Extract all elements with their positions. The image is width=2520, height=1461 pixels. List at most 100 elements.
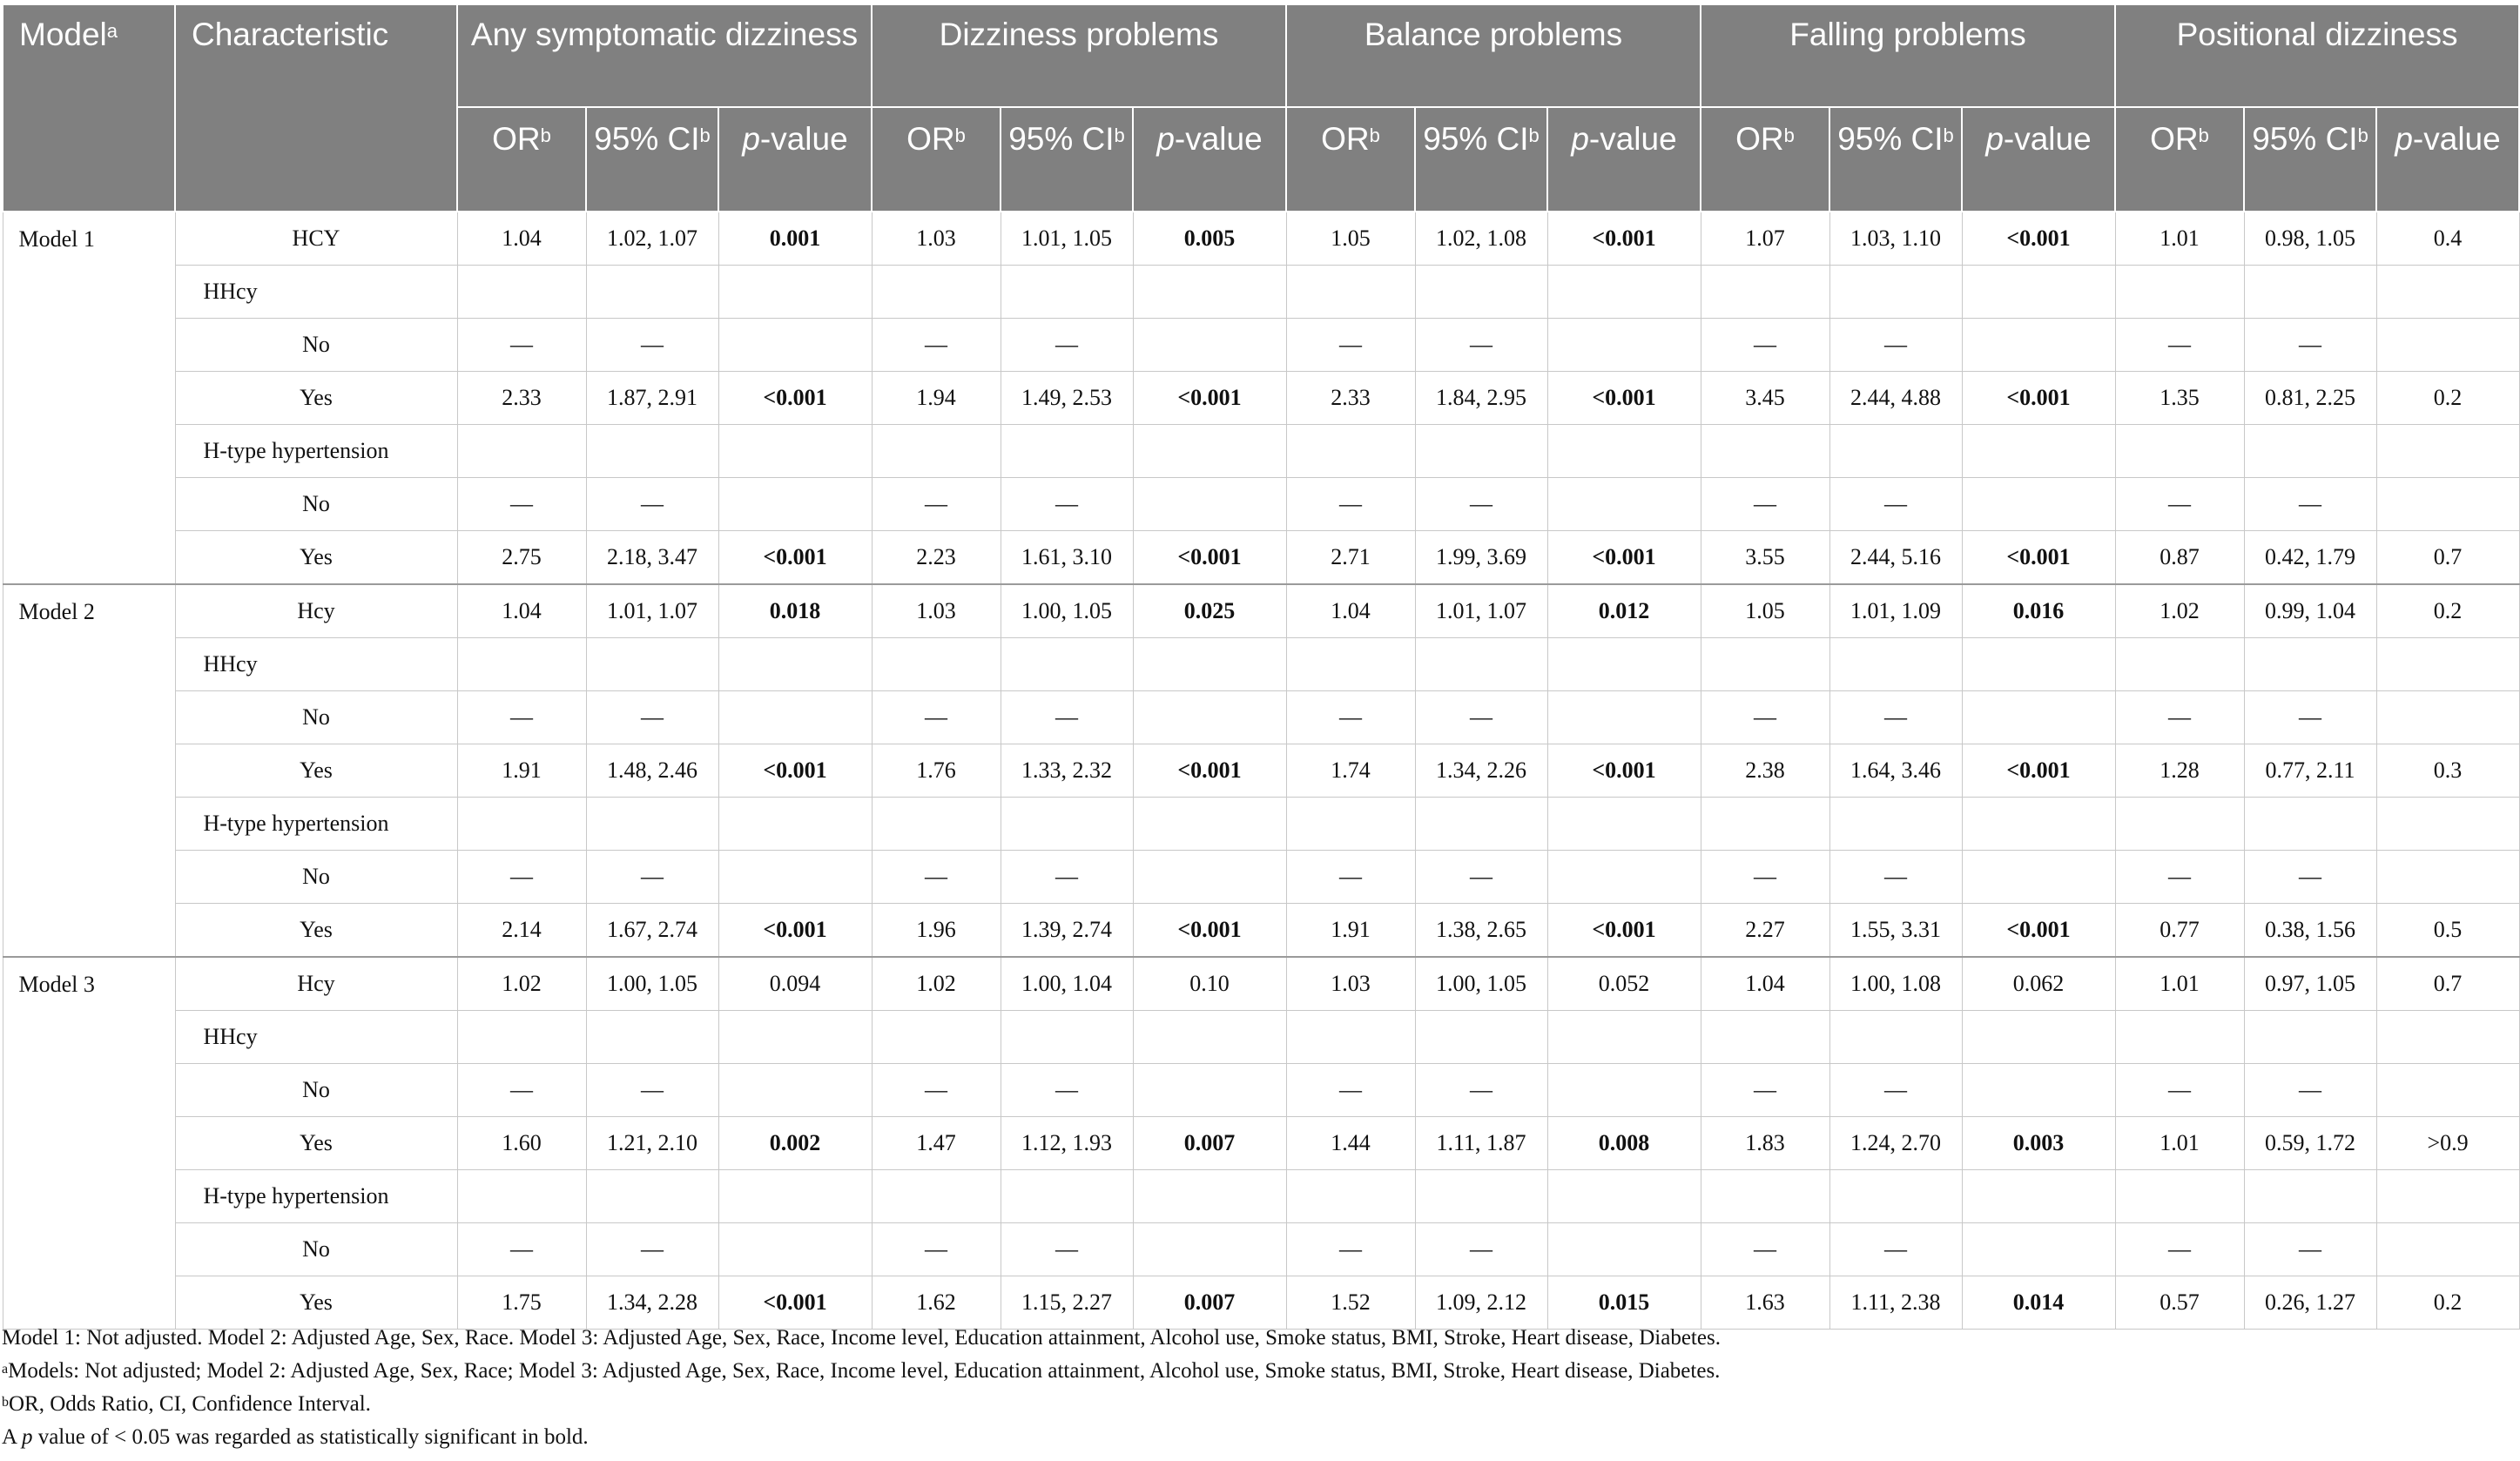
p-value-cell: 0.001 xyxy=(718,211,873,266)
table-row: No — — — — — — — — — — xyxy=(3,1222,2520,1276)
ci-cell: — xyxy=(1000,1222,1134,1276)
table-row: No — — — — — — — — — — xyxy=(3,1063,2520,1117)
ci-cell: 1.02, 1.08 xyxy=(1414,211,1548,266)
p-value-cell xyxy=(1132,1169,1287,1223)
ci-cell xyxy=(1829,797,1963,851)
or-cell xyxy=(2114,424,2245,478)
or-cell: — xyxy=(871,1063,1001,1117)
or-cell: 2.75 xyxy=(456,530,587,585)
table-row: Yes 1.75 1.34, 2.28 <0.001 1.62 1.15, 2.27 0.0… xyxy=(3,1276,2520,1330)
ci-cell: — xyxy=(1414,477,1548,531)
characteristic-cell: Yes xyxy=(174,1276,458,1330)
or-cell: 1.62 xyxy=(871,1276,1001,1330)
p-value-cell: 0.002 xyxy=(718,1116,873,1170)
ci-cell: 0.81, 2.25 xyxy=(2243,371,2377,425)
or-cell: — xyxy=(2114,1063,2245,1117)
ci-cell: — xyxy=(1829,1063,1963,1117)
p-value-cell: <0.001 xyxy=(718,1276,873,1330)
characteristic-cell: Yes xyxy=(174,744,458,798)
p-value-cell: <0.001 xyxy=(1961,530,2116,585)
group-header: Falling problems xyxy=(1699,3,2117,108)
ci-cell: 1.01, 1.07 xyxy=(1414,583,1548,638)
or-cell: 1.04 xyxy=(456,583,587,638)
or-cell xyxy=(871,1010,1001,1064)
ci-cell: 1.01, 1.07 xyxy=(585,583,719,638)
footnote-b: bOR, Odds Ratio, CI, Confidence Interval… xyxy=(2,1388,2510,1421)
p-value-cell: <0.001 xyxy=(1961,903,2116,958)
or-cell xyxy=(456,1169,587,1223)
p-value-cell: <0.001 xyxy=(1546,371,1701,425)
p-header-rest: -value xyxy=(2412,121,2501,157)
or-cell: — xyxy=(1285,1222,1416,1276)
ci-cell xyxy=(585,637,719,691)
p-header-rest: -value xyxy=(759,121,848,157)
p-value-cell: <0.001 xyxy=(1546,211,1701,266)
or-cell xyxy=(2114,637,2245,691)
p-value-cell xyxy=(1961,637,2116,691)
or-header-sup: b xyxy=(1369,125,1380,146)
or-cell xyxy=(1700,1169,1830,1223)
ci-cell: — xyxy=(585,690,719,744)
p-value-cell: 0.3 xyxy=(2375,744,2520,798)
or-header-label: OR xyxy=(1321,121,1370,157)
p-value-cell xyxy=(718,1169,873,1223)
or-cell: 1.02 xyxy=(2114,583,2245,638)
ci-cell xyxy=(1829,637,1963,691)
ci-cell: — xyxy=(2243,1063,2377,1117)
or-cell: 2.33 xyxy=(1285,371,1416,425)
p-value-cell: 0.4 xyxy=(2375,211,2520,266)
or-cell: — xyxy=(456,690,587,744)
or-cell xyxy=(1285,265,1416,319)
or-cell: — xyxy=(871,318,1001,372)
characteristic-cell: Yes xyxy=(174,1116,458,1170)
p-value-cell xyxy=(2375,1169,2520,1223)
p-value-cell xyxy=(1132,850,1287,904)
p-value-cell: >0.9 xyxy=(2375,1116,2520,1170)
p-value-cell xyxy=(2375,850,2520,904)
ci-cell: 1.48, 2.46 xyxy=(585,744,719,798)
or-cell xyxy=(456,265,587,319)
footnote-a-sup: a xyxy=(2,1362,9,1377)
p-value-header: p-value xyxy=(718,106,873,212)
ci-cell xyxy=(1414,265,1548,319)
or-cell: 2.14 xyxy=(456,903,587,958)
or-header-sup: b xyxy=(954,125,966,146)
characteristic-cell: Hcy xyxy=(174,583,458,638)
p-value-cell: <0.001 xyxy=(1132,903,1287,958)
or-cell: — xyxy=(871,690,1001,744)
or-cell: 1.28 xyxy=(2114,744,2245,798)
characteristic-cell: HHcy xyxy=(174,1010,458,1064)
ci-cell: — xyxy=(1000,318,1134,372)
or-cell: 2.33 xyxy=(456,371,587,425)
p-value-cell: <0.001 xyxy=(718,530,873,585)
ci-cell xyxy=(585,1010,719,1064)
p-value-cell xyxy=(1546,318,1701,372)
or-cell: — xyxy=(2114,1222,2245,1276)
characteristic-cell: HHcy xyxy=(174,637,458,691)
p-value-cell: 0.5 xyxy=(2375,903,2520,958)
or-cell: 1.03 xyxy=(871,211,1001,266)
or-cell xyxy=(456,424,587,478)
ci-header: 95% CIb xyxy=(1000,106,1134,212)
or-cell: 2.23 xyxy=(871,530,1001,585)
ci-header: 95% CIb xyxy=(2243,106,2378,212)
header-row-groups: Modela Characteristic Any symptomatic di… xyxy=(2,3,2520,212)
ci-cell: 1.38, 2.65 xyxy=(1414,903,1548,958)
p-value-cell xyxy=(1961,477,2116,531)
or-cell: 1.35 xyxy=(2114,371,2245,425)
p-header-rest: -value xyxy=(2003,121,2092,157)
p-value-cell: <0.001 xyxy=(1961,371,2116,425)
ci-cell xyxy=(585,424,719,478)
model-cell: Model 3 xyxy=(2,956,176,1330)
ci-cell: — xyxy=(585,1063,719,1117)
or-cell: — xyxy=(1700,1222,1830,1276)
or-cell xyxy=(456,1010,587,1064)
footnote-a: aModels: Not adjusted; Model 2: Adjusted… xyxy=(2,1355,2510,1388)
ci-cell: 1.01, 1.05 xyxy=(1000,211,1134,266)
or-cell xyxy=(1700,1010,1830,1064)
p-value-cell xyxy=(1961,424,2116,478)
ci-header-sup: b xyxy=(1528,125,1540,146)
or-cell: — xyxy=(456,1063,587,1117)
footnote-models: Model 1: Not adjusted. Model 2: Adjusted… xyxy=(2,1326,1721,1350)
or-cell xyxy=(1700,797,1830,851)
